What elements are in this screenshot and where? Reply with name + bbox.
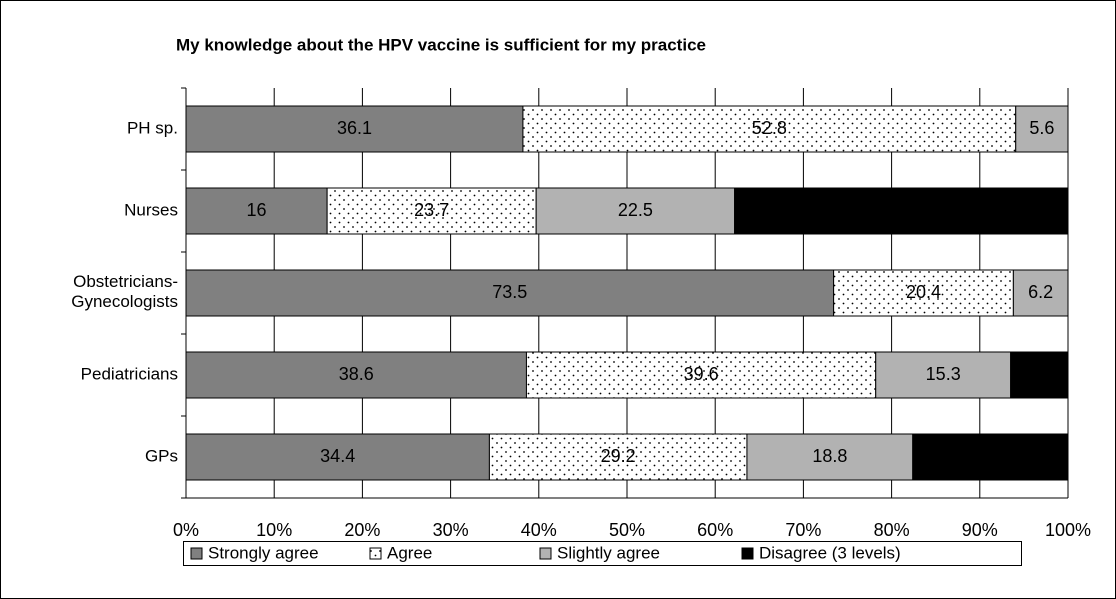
- y-tick-label-line: Gynecologists: [71, 292, 178, 311]
- bar-segment: [185, 105, 524, 153]
- data-label: 22.5: [618, 200, 653, 220]
- x-tick-label: 20%: [344, 520, 380, 540]
- chart-title: My knowledge about the HPV vaccine is su…: [176, 35, 706, 54]
- data-label: 34.4: [320, 446, 355, 466]
- x-tick-label: 10%: [256, 520, 292, 540]
- bar-segment: [734, 187, 1069, 235]
- x-tick-label: 50%: [609, 520, 645, 540]
- legend-swatch: [190, 547, 203, 560]
- bar-segment: [912, 433, 1069, 481]
- bar-segment: [1015, 105, 1069, 153]
- legend-box: [183, 541, 1022, 566]
- legend-swatch: [741, 547, 754, 560]
- legend-swatch: [539, 547, 552, 560]
- y-tick-label: Nurses: [124, 200, 178, 219]
- bar-segment: [522, 105, 1017, 153]
- bar-segment: [1010, 351, 1069, 399]
- legend-label: Disagree (3 levels): [759, 543, 901, 562]
- data-label: 16: [247, 200, 267, 220]
- bar-segment: [326, 187, 537, 235]
- y-tick-label: GPs: [145, 446, 178, 465]
- data-label: 6.5: [1027, 364, 1052, 384]
- x-tick-label: 70%: [785, 520, 821, 540]
- data-label: 15.3: [926, 364, 961, 384]
- legend-label: Agree: [387, 543, 432, 562]
- x-tick-label: 80%: [874, 520, 910, 540]
- data-label: 29.2: [601, 446, 636, 466]
- data-label: 73.5: [492, 282, 527, 302]
- legend-swatch: [369, 547, 382, 560]
- bar-segment: [875, 351, 1012, 399]
- x-tick-label: 0%: [173, 520, 199, 540]
- bar-segment: [185, 269, 835, 317]
- bar-segment: [833, 269, 1014, 317]
- y-tick-label: Pediatricians: [81, 364, 178, 383]
- x-tick-label: 100%: [1045, 520, 1091, 540]
- bar-segment: [185, 187, 328, 235]
- x-tick-label: 90%: [962, 520, 998, 540]
- y-tick-label: PH sp.: [127, 118, 178, 137]
- data-label: 37.8: [884, 200, 919, 220]
- y-tick-label: Obstetricians-Gynecologists: [71, 272, 178, 311]
- data-label: 38.6: [339, 364, 374, 384]
- data-label: 23.7: [414, 200, 449, 220]
- data-label: 39.6: [684, 364, 719, 384]
- bar-segment: [535, 187, 736, 235]
- data-label: 20.4: [906, 282, 941, 302]
- x-tick-label: 30%: [433, 520, 469, 540]
- legend-label: Strongly agree: [208, 543, 319, 562]
- data-label: 5.6: [1029, 118, 1054, 138]
- x-tick-label: 40%: [521, 520, 557, 540]
- x-tick-label: 60%: [697, 520, 733, 540]
- data-label: 36.1: [337, 118, 372, 138]
- y-tick-label-line: Obstetricians-: [73, 272, 178, 291]
- legend-label: Slightly agree: [557, 543, 660, 562]
- data-label: 17.6: [973, 446, 1008, 466]
- data-label: 18.8: [812, 446, 847, 466]
- bar-segment: [746, 433, 914, 481]
- data-label: 6.2: [1028, 282, 1053, 302]
- data-label: 52.8: [752, 118, 787, 138]
- bar-segment: [1012, 269, 1069, 317]
